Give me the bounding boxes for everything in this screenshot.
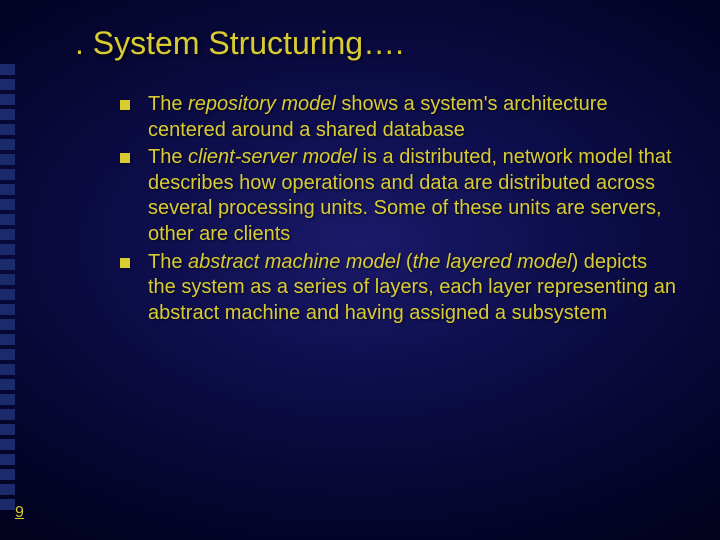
sidebar-square bbox=[0, 124, 15, 135]
sidebar-square bbox=[0, 364, 15, 375]
sidebar-square bbox=[0, 274, 15, 285]
sidebar-square bbox=[0, 349, 15, 360]
sidebar-square bbox=[0, 469, 15, 480]
sidebar-square bbox=[0, 259, 15, 270]
bullet-item: The client-server model is a distributed… bbox=[120, 145, 680, 247]
sidebar-square bbox=[0, 139, 15, 150]
sidebar-square bbox=[0, 184, 15, 195]
sidebar-square bbox=[0, 409, 15, 420]
slide-content: The repository model shows a system's ar… bbox=[120, 92, 680, 328]
sidebar-square bbox=[0, 499, 15, 510]
bullet-text: The client-server model is a distributed… bbox=[148, 145, 680, 247]
sidebar-square bbox=[0, 319, 15, 330]
sidebar-decoration bbox=[0, 60, 18, 540]
sidebar-square bbox=[0, 199, 15, 210]
sidebar-square bbox=[0, 244, 15, 255]
sidebar-square bbox=[0, 79, 15, 90]
sidebar-square bbox=[0, 289, 15, 300]
sidebar-square bbox=[0, 394, 15, 405]
sidebar-square bbox=[0, 214, 15, 225]
bullet-item: The repository model shows a system's ar… bbox=[120, 92, 680, 143]
sidebar-square bbox=[0, 169, 15, 180]
sidebar-square bbox=[0, 334, 15, 345]
sidebar-square bbox=[0, 109, 15, 120]
slide-title: . System Structuring…. bbox=[75, 25, 404, 62]
sidebar-square bbox=[0, 229, 15, 240]
bullet-marker bbox=[120, 153, 130, 163]
sidebar-square bbox=[0, 439, 15, 450]
sidebar-square bbox=[0, 304, 15, 315]
sidebar-square bbox=[0, 424, 15, 435]
bullet-text: The abstract machine model (the layered … bbox=[148, 250, 680, 327]
sidebar-square bbox=[0, 94, 15, 105]
page-number: 9 bbox=[15, 504, 24, 522]
bullet-marker bbox=[120, 258, 130, 268]
sidebar-square bbox=[0, 484, 15, 495]
sidebar-square bbox=[0, 64, 15, 75]
bullet-item: The abstract machine model (the layered … bbox=[120, 250, 680, 327]
bullet-marker bbox=[120, 100, 130, 110]
sidebar-square bbox=[0, 379, 15, 390]
bullet-text: The repository model shows a system's ar… bbox=[148, 92, 680, 143]
sidebar-square bbox=[0, 454, 15, 465]
sidebar-square bbox=[0, 154, 15, 165]
